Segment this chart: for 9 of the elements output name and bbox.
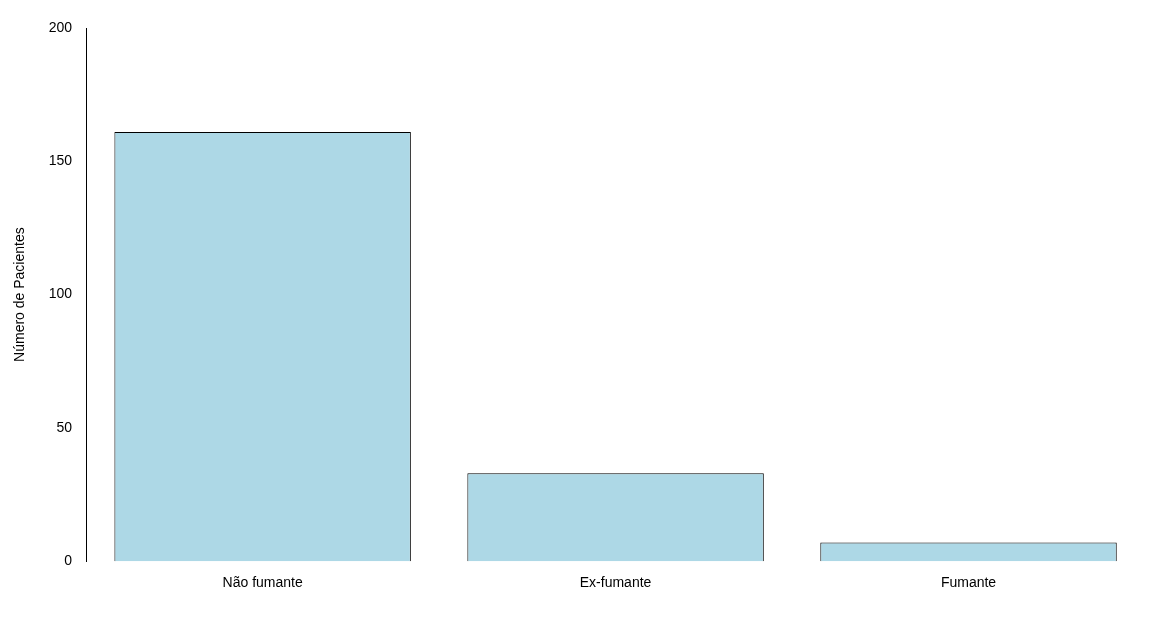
y-tick-label: 50: [56, 418, 73, 435]
y-tick-label: 150: [48, 152, 73, 169]
x-tick-label: Não fumante: [222, 574, 303, 591]
y-axis-title: Número de Pacientes: [11, 227, 28, 362]
y-tick-label: 200: [48, 18, 73, 35]
x-tick-label: Ex-fumante: [579, 574, 652, 591]
y-tick-label: 0: [64, 552, 73, 569]
x-tick-label: Fumante: [940, 574, 997, 591]
y-tick-label: 100: [48, 285, 73, 302]
